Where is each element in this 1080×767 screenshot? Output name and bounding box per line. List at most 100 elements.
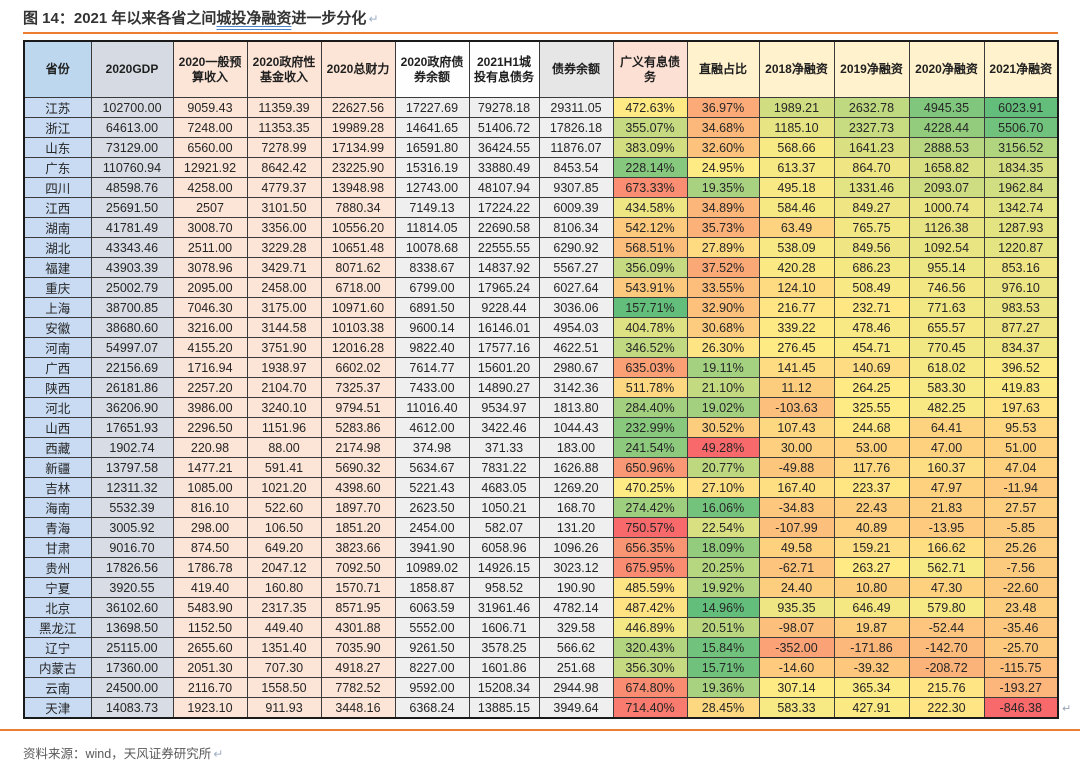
data-cell: -35.46	[983, 617, 1059, 638]
data-cell: 29311.05	[538, 97, 614, 118]
data-cell: 3240.10	[246, 397, 322, 418]
data-cell: 6718.00	[320, 277, 396, 298]
column-header: 债券余额	[538, 40, 614, 98]
data-cell: 15601.20	[468, 357, 540, 378]
province-cell: 上海	[23, 297, 92, 318]
data-cell: 64.41	[908, 417, 985, 438]
data-cell: 166.62	[908, 537, 985, 558]
data-cell: 2257.20	[172, 377, 248, 398]
data-cell: 30.00	[758, 437, 835, 458]
data-cell: 1938.97	[246, 357, 322, 378]
data-cell: 339.22	[758, 317, 835, 338]
data-cell: 853.16	[983, 257, 1059, 278]
data-cell: 2296.50	[172, 417, 248, 438]
data-cell: 24500.00	[90, 677, 174, 698]
data-cell: 22627.56	[320, 97, 396, 118]
data-cell: 34.68%	[686, 117, 760, 138]
data-cell: 874.50	[172, 537, 248, 558]
data-cell: 1626.88	[538, 457, 614, 478]
data-cell: 197.63	[983, 397, 1059, 418]
data-cell: 12743.00	[394, 177, 470, 198]
data-cell: -25.70	[983, 637, 1059, 658]
data-cell: 284.40%	[612, 397, 688, 418]
province-cell: 内蒙古	[23, 657, 92, 678]
data-cell: 15.84%	[686, 637, 760, 658]
data-cell: 223.37	[833, 477, 910, 498]
data-cell: 770.45	[908, 337, 985, 358]
province-cell: 广西	[23, 357, 92, 378]
data-cell: 1000.74	[908, 197, 985, 218]
data-cell: 11359.39	[246, 97, 322, 118]
data-cell: 9228.44	[468, 297, 540, 318]
province-cell: 青海	[23, 517, 92, 538]
data-cell: 6290.92	[538, 237, 614, 258]
data-cell: 11.12	[758, 377, 835, 398]
data-cell: 47.30	[908, 577, 985, 598]
data-cell: -22.60	[983, 577, 1059, 598]
data-cell: 14837.92	[468, 257, 540, 278]
data-cell: 1126.38	[908, 217, 985, 238]
data-cell: 4612.00	[394, 417, 470, 438]
data-cell: 746.56	[908, 277, 985, 298]
data-cell: 9261.50	[394, 637, 470, 658]
data-cell: 5532.39	[90, 497, 174, 518]
data-cell: 646.49	[833, 597, 910, 618]
data-cell: 5567.27	[538, 257, 614, 278]
data-cell: 4683.05	[468, 477, 540, 498]
data-cell: 877.27	[983, 317, 1059, 338]
data-cell: 37.52%	[686, 257, 760, 278]
source-paragraph-mark: ↵	[213, 747, 224, 761]
column-header: 2019净融资	[833, 40, 910, 98]
data-cell: 22.54%	[686, 517, 760, 538]
data-cell: 232.71	[833, 297, 910, 318]
data-cell: 434.58%	[612, 197, 688, 218]
data-cell: 9059.43	[172, 97, 248, 118]
title-underlined-phrase: 城投净融资	[216, 10, 292, 27]
data-cell: 48107.94	[468, 177, 540, 198]
data-cell: 1813.80	[538, 397, 614, 418]
data-cell: 6009.39	[538, 197, 614, 218]
data-cell: 675.95%	[612, 557, 688, 578]
data-cell: 454.71	[833, 337, 910, 358]
data-cell: 582.07	[468, 517, 540, 538]
data-cell: -49.88	[758, 457, 835, 478]
data-cell: 365.34	[833, 677, 910, 698]
data-cell: 25115.00	[90, 637, 174, 658]
data-cell: 1923.10	[172, 697, 248, 719]
data-cell: 816.10	[172, 497, 248, 518]
data-cell: 538.09	[758, 237, 835, 258]
data-cell: 14641.65	[394, 117, 470, 138]
data-cell: 673.33%	[612, 177, 688, 198]
column-header: 2020政府债券余额	[394, 40, 470, 98]
province-cell: 云南	[23, 677, 92, 698]
table-row: 福建 43903.39 3078.96 3429.71 8071.62 8338.67 14…	[23, 257, 1059, 278]
data-cell: 3023.12	[538, 557, 614, 578]
data-cell: 449.40	[246, 617, 322, 638]
data-cell: 19.35%	[686, 177, 760, 198]
data-cell: 3036.06	[538, 297, 614, 318]
data-cell: 27.89%	[686, 237, 760, 258]
title-text-before: 2021 年以来各省之间	[73, 10, 217, 27]
province-cell: 黑龙江	[23, 617, 92, 638]
data-cell: 11016.40	[394, 397, 470, 418]
data-cell: 522.60	[246, 497, 322, 518]
data-cell: 2511.00	[172, 237, 248, 258]
data-cell: 3920.55	[90, 577, 174, 598]
table-row: 天津 14083.73 1923.10 911.93 3448.16 6368.24 138…	[23, 697, 1059, 719]
data-cell: 8071.62	[320, 257, 396, 278]
province-cell: 吉林	[23, 477, 92, 498]
table-row: 四川 48598.76 4258.00 4779.37 13948.98 12743.00…	[23, 177, 1059, 198]
data-cell: 419.83	[983, 377, 1059, 398]
data-cell: 618.02	[908, 357, 985, 378]
data-cell: 25002.79	[90, 277, 174, 298]
data-cell: 7782.52	[320, 677, 396, 698]
data-cell: 34.89%	[686, 197, 760, 218]
data-cell: 771.63	[908, 297, 985, 318]
data-cell: -846.38	[983, 697, 1059, 719]
data-cell: 2051.30	[172, 657, 248, 678]
data-cell: 215.76	[908, 677, 985, 698]
title-text-after: 进一步分化	[291, 10, 367, 27]
data-cell: 17577.16	[468, 337, 540, 358]
data-cell: 6027.64	[538, 277, 614, 298]
data-cell: 3144.58	[246, 317, 322, 338]
